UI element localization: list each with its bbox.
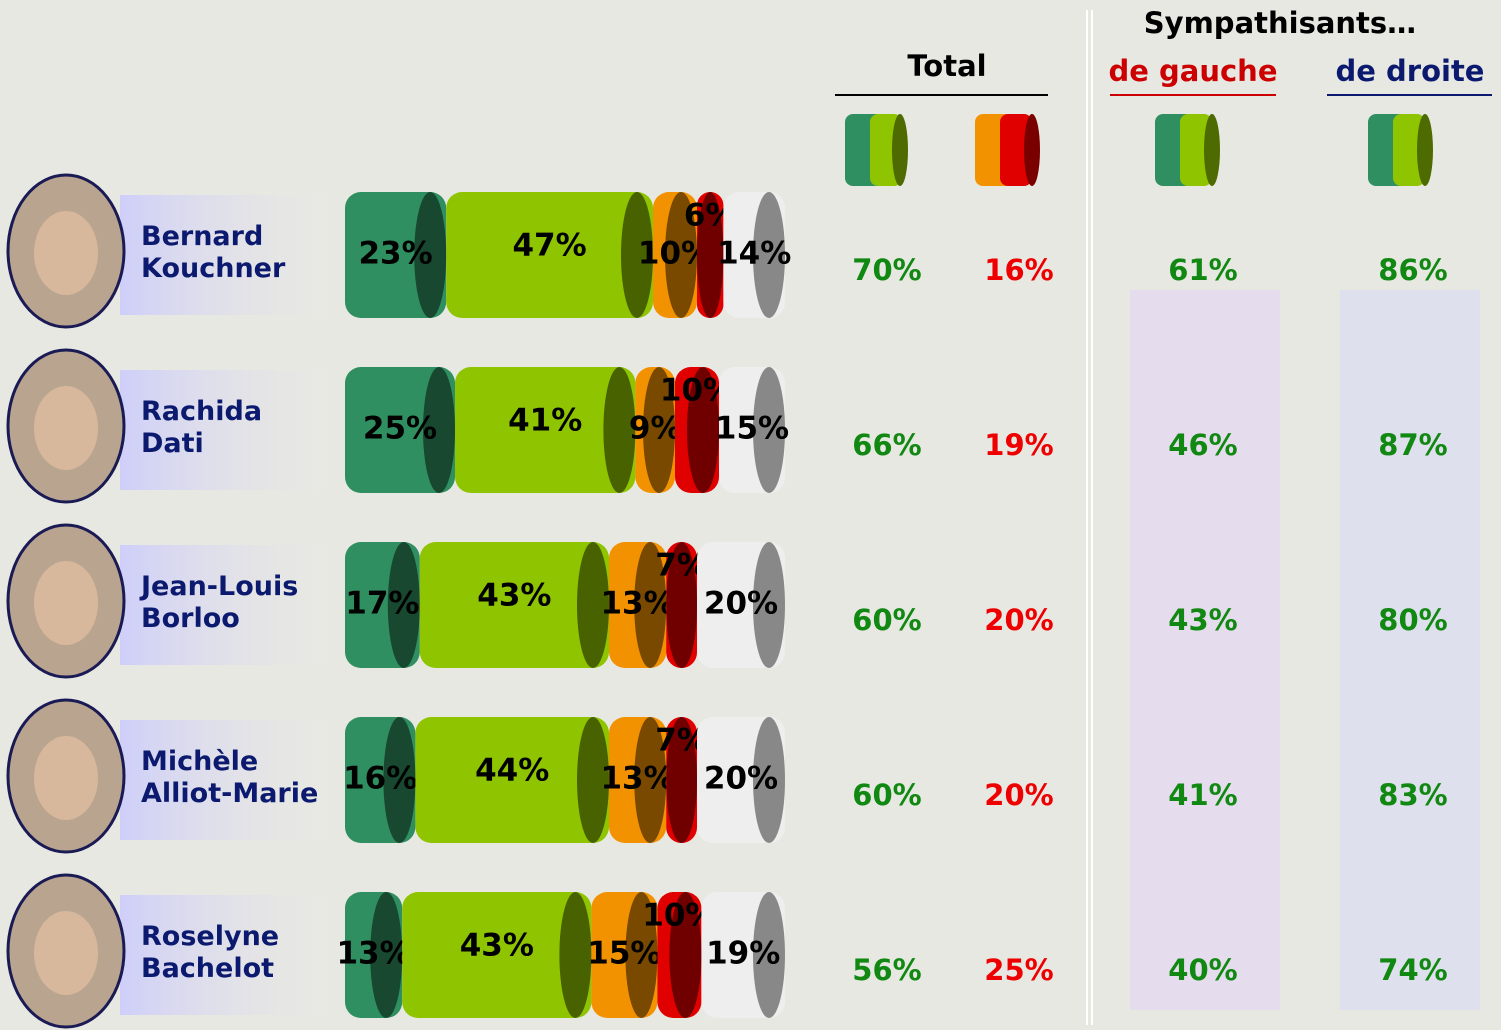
table-value: 83%: [1378, 778, 1447, 812]
bar-cap: [665, 192, 697, 318]
name-glow: [120, 195, 350, 315]
value-label: 20%: [704, 761, 778, 797]
bar-segment: [415, 717, 609, 843]
bar-segment: [455, 367, 636, 493]
photo-face: [34, 561, 98, 645]
photo-face: [34, 911, 98, 995]
person-name: Jean-Louis Borloo: [141, 571, 299, 634]
table-value: 60%: [852, 603, 921, 637]
table-value: 66%: [852, 428, 921, 462]
person-name: Bernard Kouchner: [141, 221, 286, 284]
person-name: Michèle Alliot-Marie: [141, 746, 319, 809]
table-value: 60%: [852, 778, 921, 812]
table-value: 20%: [984, 603, 1053, 637]
photo-face: [34, 386, 98, 470]
bar-segment: [402, 892, 592, 1018]
value-label: 25%: [363, 411, 437, 447]
photo-face: [34, 211, 98, 295]
bar-cap: [753, 192, 785, 318]
table-value: 40%: [1168, 953, 1237, 987]
bar-cap: [625, 892, 658, 1018]
bar-cap: [666, 717, 697, 843]
bar-cap: [753, 892, 785, 1018]
value-label: 20%: [704, 586, 778, 622]
table-value: 41%: [1168, 778, 1237, 812]
value-label: 15%: [715, 411, 789, 447]
header-gauche: de gauche: [1108, 54, 1277, 88]
legend-icons: [845, 114, 1433, 186]
table-value: 74%: [1378, 953, 1447, 987]
table-value: 43%: [1168, 603, 1237, 637]
bar-cap: [753, 367, 785, 493]
photo-face: [34, 736, 98, 820]
name-glow: [120, 370, 350, 490]
table-value: 19%: [984, 428, 1053, 462]
bar-cap: [669, 892, 702, 1018]
value-label: 16%: [343, 761, 417, 797]
name-glow: [120, 545, 350, 665]
bar-cap: [387, 542, 420, 668]
table-value: 86%: [1378, 253, 1447, 287]
column-tint: [1130, 290, 1280, 1010]
header-total: Total: [907, 49, 986, 83]
bar-cap: [666, 542, 697, 668]
bar-cap: [414, 192, 447, 318]
name-glow: [120, 720, 350, 840]
table-value: 80%: [1378, 603, 1447, 637]
table-value: 46%: [1168, 428, 1237, 462]
bar-cap: [423, 367, 455, 493]
value-label: 13%: [600, 761, 674, 797]
value-label: 17%: [345, 586, 419, 622]
value-label: 23%: [358, 236, 432, 272]
table-value: 56%: [852, 953, 921, 987]
bar-cap: [370, 892, 403, 1018]
value-label: 44%: [475, 753, 549, 789]
table-value: 70%: [852, 253, 921, 287]
bar-cap: [643, 367, 675, 493]
bar-cap: [753, 542, 785, 668]
value-label: 19%: [706, 936, 780, 972]
bar-cap: [577, 717, 609, 843]
bar-cap: [634, 717, 667, 843]
bar-cap: [634, 542, 667, 668]
header-droite: de droite: [1336, 54, 1485, 88]
bar-cap: [603, 367, 636, 493]
value-label: 13%: [600, 586, 674, 622]
bar-cap: [621, 192, 653, 318]
table-value: 61%: [1168, 253, 1237, 287]
bar-segment: [419, 542, 609, 668]
table-value: 87%: [1378, 428, 1447, 462]
table-value: 20%: [984, 778, 1053, 812]
value-label: 13%: [336, 936, 410, 972]
value-label: 9%: [629, 411, 682, 447]
table-value: 25%: [984, 953, 1053, 987]
bar-segment: [446, 192, 653, 318]
person-name: Roselyne Bachelot: [141, 921, 280, 984]
bar-cap: [687, 367, 719, 493]
person-name: Rachida Dati: [141, 396, 263, 459]
value-label: 43%: [460, 928, 534, 964]
value-label: 43%: [477, 578, 551, 614]
bar-cap: [383, 717, 416, 843]
bar-cap: [577, 542, 609, 668]
bar-cap: [559, 892, 592, 1018]
column-tint: [1340, 290, 1480, 1010]
header-sympathisants: Sympathisants…: [1144, 6, 1416, 40]
bar-cap: [697, 192, 724, 318]
value-label: 41%: [508, 403, 582, 439]
value-label: 47%: [512, 228, 586, 264]
table-value: 16%: [984, 253, 1053, 287]
name-glow: [120, 895, 350, 1015]
bar-cap: [753, 717, 785, 843]
value-label: 14%: [717, 236, 791, 272]
value-label: 15%: [587, 936, 661, 972]
